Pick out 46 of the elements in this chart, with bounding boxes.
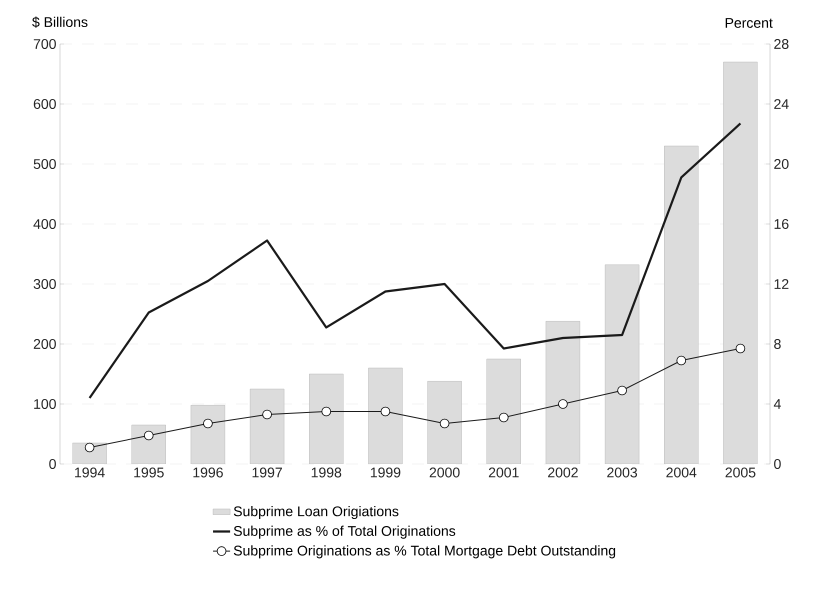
y-tick-label: 0 [49, 459, 56, 469]
x-tick-label: 2002 [548, 468, 578, 478]
point [84, 442, 94, 452]
point [203, 418, 213, 428]
y2-tick-label: 16 [774, 219, 788, 229]
x-tick-label: 2000 [430, 468, 460, 478]
line-series [88, 122, 742, 400]
point [321, 406, 332, 416]
point [617, 386, 627, 396]
x-tick-label: 1994 [75, 468, 105, 478]
point [380, 406, 390, 416]
x-tick-label: 1995 [134, 468, 164, 478]
x-tick-label: 2001 [488, 468, 519, 478]
y2-tick-label: 12 [774, 279, 788, 289]
legend-label: Subprime as % of Total Originations [234, 526, 456, 539]
y2-tick-label: 24 [774, 99, 789, 109]
point [676, 356, 686, 366]
legend-label: Subprime Loan Origiations [234, 506, 398, 520]
point [144, 430, 154, 440]
x-tick-label: 2004 [666, 468, 696, 478]
y-tick-label: 100 [34, 399, 56, 409]
point [440, 418, 450, 428]
y-tick-label: 500 [34, 159, 56, 169]
x-tick-label: 1999 [370, 468, 400, 478]
x-tick-label: 1996 [193, 468, 223, 478]
legend-label: Subprime Originations as % Total Mortgage Debt Outstanding [234, 545, 616, 558]
x-tick-label: 1997 [252, 468, 282, 478]
point [558, 399, 568, 409]
y-tick-label: 400 [33, 219, 56, 229]
y-tick-label: 300 [34, 279, 56, 289]
y-tick-label: 700 [34, 39, 56, 49]
y2-tick-label: 20 [774, 159, 789, 169]
y-tick-label: 600 [34, 99, 56, 109]
x-tick-label: 1998 [312, 468, 342, 478]
x-tick-label: 2003 [607, 468, 638, 478]
point [262, 410, 272, 420]
point [498, 412, 509, 422]
y-tick-label: 200 [34, 339, 56, 349]
y2-tick-label: 4 [774, 399, 781, 409]
y-axis-title: $ Billions [32, 16, 88, 28]
x-tick-label: 2005 [726, 468, 756, 478]
y2-tick-label: 0 [774, 459, 781, 469]
y2-tick-label: 8 [774, 339, 781, 349]
y2-axis-title: Percent [726, 18, 773, 28]
point [736, 344, 746, 354]
y2-tick-label: 28 [774, 39, 789, 49]
